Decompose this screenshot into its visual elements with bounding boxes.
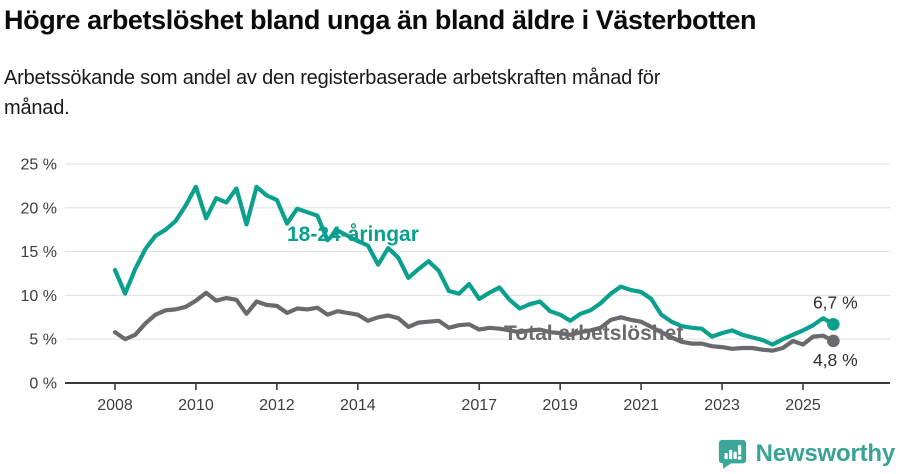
series-end-dot: [827, 334, 840, 348]
series-inline-label: Total arbetslöshet: [504, 322, 683, 345]
x-tick-label: 2017: [461, 397, 497, 414]
chart-subtitle: Arbetssökande som andel av den registerb…: [4, 63, 660, 123]
chart-subtitle-line-2: månad.: [4, 97, 70, 119]
x-tick-label: 2010: [178, 397, 214, 414]
y-tick-label: 25 %: [21, 157, 57, 174]
series-end-dot: [827, 318, 840, 331]
series-labels: 18-24-åringar Total arbetslöshet: [287, 223, 683, 345]
x-axis: 2008 2010 2012 2014 2017 2019 2021 2023 2025: [65, 382, 890, 414]
end-value-label: 4,8 %: [813, 350, 858, 370]
gridlines: [65, 163, 890, 340]
x-tick-label: 2008: [97, 397, 133, 414]
series-line-youth: [112, 184, 836, 347]
x-tick-label: 2019: [542, 397, 578, 414]
series-inline-label: 18-24-åringar: [287, 223, 419, 246]
y-tick-label: 0 %: [29, 376, 57, 393]
x-tick-label: 2014: [340, 397, 376, 414]
newsworthy-bubble-chart-icon: [718, 439, 746, 469]
chart-subtitle-line-1: Arbetssökande som andel av den registerb…: [4, 67, 661, 89]
y-tick-label: 20 %: [21, 200, 57, 217]
newsworthy-logo[interactable]: Newsworthy: [717, 438, 895, 469]
chart-title: Högre arbetslöshet bland unga än bland ä…: [4, 5, 757, 35]
x-tick-label: 2012: [259, 397, 295, 414]
y-tick-label: 5 %: [29, 332, 57, 349]
x-tick-label: 2025: [785, 397, 821, 414]
y-axis-labels: 0 % 5 % 10 % 15 % 20 % 25 %: [21, 157, 57, 393]
newsworthy-brand-text: Newsworthy: [755, 439, 896, 467]
series-line-total: [112, 290, 836, 353]
x-tick-label: 2023: [704, 397, 740, 414]
series-lines: [112, 184, 840, 353]
y-tick-label: 15 %: [21, 244, 57, 261]
end-value-annotations: 6,7 % 4,8 %: [813, 292, 858, 370]
x-tick-label: 2021: [623, 397, 659, 414]
y-tick-label: 10 %: [21, 288, 57, 305]
end-value-label: 6,7 %: [813, 292, 858, 312]
